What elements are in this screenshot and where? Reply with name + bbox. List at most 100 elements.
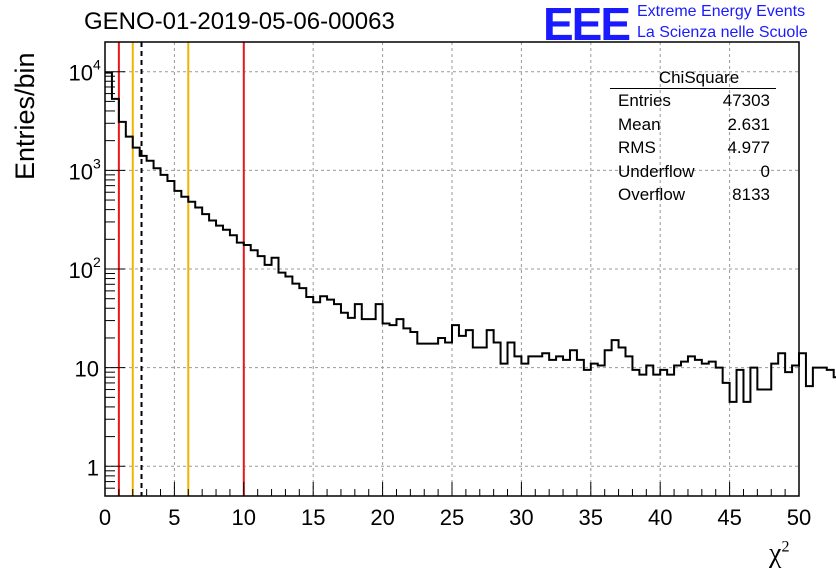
logo-line-1: Extreme Energy Events <box>637 3 806 20</box>
histogram-bin <box>230 235 237 496</box>
histogram-bin <box>410 332 417 496</box>
histogram-bin <box>639 375 646 496</box>
stats-label: Mean <box>618 114 661 134</box>
histogram-bin <box>778 353 785 496</box>
histogram-bin <box>480 348 487 496</box>
histogram-bin <box>445 342 452 496</box>
histogram-bin <box>383 324 390 496</box>
histogram-bin <box>598 366 605 496</box>
histogram-bin <box>785 372 792 496</box>
stats-row-mean: Mean 2.631 <box>609 113 779 137</box>
histogram-bin <box>417 344 424 496</box>
x-tick-label: 0 <box>99 505 111 530</box>
histogram-bin <box>584 370 591 496</box>
histogram-bin <box>612 340 619 496</box>
histogram-bin <box>452 325 459 496</box>
histogram-bin <box>258 256 265 496</box>
histogram-bin <box>424 344 431 496</box>
histogram-bin <box>403 328 410 496</box>
stats-box: ChiSquare Entries 47303 Mean 2.631 RMS 4… <box>609 68 779 207</box>
x-tick-label: 30 <box>509 505 533 530</box>
x-tick-label: 50 <box>787 505 811 530</box>
logo-line-2: La Scienza nelle Scuole <box>637 24 808 41</box>
histogram-bin <box>279 273 286 496</box>
histogram-bin <box>237 243 244 496</box>
histogram-bin <box>806 386 813 496</box>
histogram-bin <box>737 370 744 496</box>
x-tick-label: 40 <box>648 505 672 530</box>
x-tick-label: 15 <box>301 505 325 530</box>
histogram-bin <box>521 364 528 496</box>
histogram-bin <box>355 304 362 496</box>
histogram-bin <box>292 284 299 496</box>
histogram-bin <box>563 360 570 496</box>
histogram-bin <box>577 360 584 496</box>
histogram-bin <box>327 300 334 496</box>
histogram-bin <box>119 122 126 496</box>
histogram-bin <box>195 208 202 496</box>
histogram-bin <box>494 342 501 496</box>
histogram-bin <box>161 175 168 496</box>
histogram-bin <box>591 364 598 496</box>
histogram-bin <box>147 161 154 496</box>
histogram-bin <box>348 318 355 496</box>
y-tick-label: 10 <box>69 61 93 86</box>
histogram-bin <box>605 350 612 496</box>
histogram-bin <box>771 364 778 496</box>
histogram-bin <box>313 302 320 496</box>
histogram-bin <box>730 402 737 496</box>
histogram-bin <box>126 137 133 496</box>
histogram-bin <box>473 348 480 496</box>
x-tick-label: 25 <box>440 505 464 530</box>
histogram-bin <box>757 390 764 496</box>
histogram-bin <box>764 390 771 496</box>
histogram-series <box>105 71 836 496</box>
stats-value: 4.977 <box>727 138 770 157</box>
x-tick-label: 35 <box>579 505 603 530</box>
stats-value: 2.631 <box>727 114 770 134</box>
histogram-bin <box>695 360 702 496</box>
histogram-bin <box>438 338 445 496</box>
histogram-bin <box>216 226 223 496</box>
histogram-bin <box>619 348 626 496</box>
histogram-bin <box>626 356 633 496</box>
histogram-bin <box>431 344 438 496</box>
stats-value: 0 <box>760 161 770 181</box>
histogram-bin <box>133 148 140 496</box>
y-tick-exponent: 4 <box>93 57 101 73</box>
histogram-bin <box>508 342 515 496</box>
histogram-bin <box>792 366 799 496</box>
stats-value: 8133 <box>732 185 770 204</box>
y-tick-label: 10 <box>75 357 99 382</box>
x-axis-label-sup: 2 <box>781 538 790 556</box>
stats-label: Entries <box>618 91 671 110</box>
histogram-bin <box>181 197 188 496</box>
y-tick-label: 10 <box>69 159 93 184</box>
histogram-bin <box>320 296 327 496</box>
histogram-bin <box>244 245 251 496</box>
histogram-bin <box>653 375 660 496</box>
histogram-bin <box>167 181 174 496</box>
y-tick-exponent: 3 <box>93 155 101 171</box>
stats-divider <box>610 88 776 89</box>
histogram-bin <box>369 319 376 496</box>
histogram-bin <box>459 336 466 496</box>
histogram-bin <box>542 353 549 496</box>
y-tick-exponent: 2 <box>93 254 101 270</box>
histogram-bin <box>514 356 521 496</box>
histogram-bin <box>667 375 674 496</box>
x-axis-label-chi: χ <box>769 538 782 569</box>
histogram-bin <box>390 325 397 496</box>
stats-row-entries: Entries 47303 <box>609 89 779 113</box>
histogram-bin <box>501 364 508 496</box>
stats-value: 47303 <box>722 91 770 110</box>
histogram-bin <box>681 362 688 496</box>
histogram-bin <box>813 368 820 496</box>
histogram-bin <box>306 297 313 496</box>
histogram-bin <box>223 230 230 496</box>
histogram-bin <box>549 360 556 496</box>
histogram-bin <box>632 370 639 496</box>
histogram-bin <box>688 356 695 496</box>
x-tick-label: 10 <box>232 505 256 530</box>
